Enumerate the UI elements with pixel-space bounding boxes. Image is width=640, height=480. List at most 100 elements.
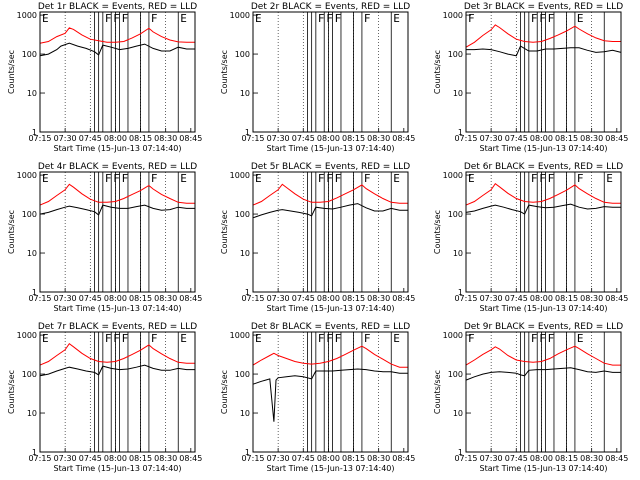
- flag-label: E: [180, 12, 187, 25]
- x-tick-label: 08:45: [392, 454, 415, 463]
- y-tick-label: 10: [27, 409, 37, 418]
- flag-label: F: [548, 332, 555, 345]
- y-tick-label: 1: [32, 128, 37, 137]
- x-tick-label: 08:15: [555, 454, 578, 463]
- lld-series-line: [465, 182, 621, 206]
- x-tick-label: 07:15: [28, 454, 51, 463]
- plot-frame: [465, 11, 622, 133]
- flag-label: F: [151, 332, 158, 345]
- y-tick-label: 1: [245, 128, 250, 137]
- y-tick-label: 1000: [230, 331, 250, 340]
- x-tick-label: 07:15: [28, 294, 51, 303]
- x-axis-label: Start Time (15-Jun-13 07:14:40): [54, 144, 182, 153]
- flag-label: F: [151, 172, 158, 185]
- events-series-line: [465, 203, 621, 215]
- x-tick-label: 07:45: [505, 134, 528, 143]
- flag-label: F: [105, 12, 112, 25]
- flag-label: E: [606, 172, 613, 185]
- y-tick-label: 1: [32, 288, 37, 297]
- flag-label: F: [548, 172, 555, 185]
- x-tick-label: 07:15: [454, 294, 477, 303]
- lld-series-line: [39, 342, 195, 366]
- flag-label: F: [122, 12, 129, 25]
- flag-label: F: [326, 172, 333, 185]
- flag-label: F: [318, 12, 325, 25]
- x-axis-label: Start Time (15-Jun-13 07:14:40): [267, 304, 395, 313]
- panel-title: Det 5r BLACK = Events, RED = LLD: [251, 162, 410, 172]
- x-tick-label: 07:30: [480, 454, 503, 463]
- x-tick-label: 07:15: [454, 454, 477, 463]
- x-tick-label: 08:45: [605, 454, 628, 463]
- flag-label: F: [577, 172, 584, 185]
- x-tick-label: 07:30: [267, 134, 290, 143]
- plot-frame: [252, 331, 409, 453]
- x-tick-label: 08:15: [129, 134, 152, 143]
- x-tick-label: 07:15: [241, 454, 264, 463]
- x-tick-label: 08:00: [317, 454, 340, 463]
- y-tick-label: 10: [453, 89, 463, 98]
- y-tick-label: 100: [22, 50, 37, 59]
- flag-label: F: [539, 332, 546, 345]
- y-tick-label: 1: [458, 128, 463, 137]
- y-axis-label: Counts/sec: [220, 370, 229, 414]
- y-tick-label: 1000: [17, 331, 37, 340]
- flag-label: E: [577, 332, 584, 345]
- x-tick-label: 07:45: [292, 294, 315, 303]
- x-tick-label: 08:45: [605, 134, 628, 143]
- events-series-line: [39, 364, 195, 377]
- flag-label: F: [548, 12, 555, 25]
- flag-label: E: [42, 332, 49, 345]
- x-axis-label: Start Time (15-Jun-13 07:14:40): [267, 464, 395, 473]
- x-tick-label: 08:15: [342, 294, 365, 303]
- plot-frame: [39, 11, 196, 133]
- y-tick-label: 100: [22, 370, 37, 379]
- y-tick-label: 100: [235, 370, 250, 379]
- flag-label: F: [113, 172, 120, 185]
- plot-frame: [252, 171, 409, 293]
- x-tick-label: 08:15: [342, 134, 365, 143]
- flag-label: F: [335, 172, 342, 185]
- plot-frame: [252, 11, 409, 133]
- y-axis-label: Counts/sec: [7, 50, 16, 94]
- x-tick-label: 07:30: [480, 294, 503, 303]
- flag-label: F: [122, 172, 129, 185]
- flag-label: E: [393, 12, 400, 25]
- y-tick-label: 1: [32, 448, 37, 457]
- y-tick-label: 1: [245, 288, 250, 297]
- x-tick-label: 07:45: [292, 134, 315, 143]
- x-tick-label: 08:45: [392, 134, 415, 143]
- panel-title: Det 7r BLACK = Events, RED = LLD: [38, 322, 197, 332]
- flag-label: F: [531, 332, 538, 345]
- flag-label: F: [318, 172, 325, 185]
- y-tick-label: 1000: [17, 11, 37, 20]
- y-tick-label: 10: [453, 409, 463, 418]
- flag-label: F: [122, 332, 129, 345]
- lld-series-line: [39, 27, 195, 44]
- panel-title: Det 8r BLACK = Events, RED = LLD: [251, 322, 410, 332]
- y-axis-label: Counts/sec: [220, 210, 229, 254]
- x-tick-label: 08:15: [129, 454, 152, 463]
- x-tick-label: 08:00: [317, 294, 340, 303]
- x-tick-label: 07:15: [241, 294, 264, 303]
- x-tick-label: 07:30: [54, 454, 77, 463]
- panel-title: Det 1r BLACK = Events, RED = LLD: [38, 2, 197, 12]
- flag-label: F: [105, 172, 112, 185]
- x-tick-label: 08:00: [104, 294, 127, 303]
- y-tick-label: 1000: [443, 331, 463, 340]
- x-axis-label: Start Time (15-Jun-13 07:14:40): [480, 464, 608, 473]
- y-axis-label: Counts/sec: [433, 50, 442, 94]
- lld-series-line: [465, 345, 621, 366]
- flag-label: F: [326, 12, 333, 25]
- flag-label: F: [113, 12, 120, 25]
- y-tick-label: 1: [458, 448, 463, 457]
- flag-label: E: [468, 172, 475, 185]
- y-tick-label: 10: [240, 89, 250, 98]
- y-tick-label: 1000: [230, 171, 250, 180]
- x-tick-label: 08:15: [555, 134, 578, 143]
- flag-label: E: [42, 12, 49, 25]
- flag-label: F: [318, 332, 325, 345]
- x-tick-label: 07:15: [454, 134, 477, 143]
- panel-title: Det 2r BLACK = Events, RED = LLD: [251, 2, 410, 12]
- y-axis-label: Counts/sec: [7, 210, 16, 254]
